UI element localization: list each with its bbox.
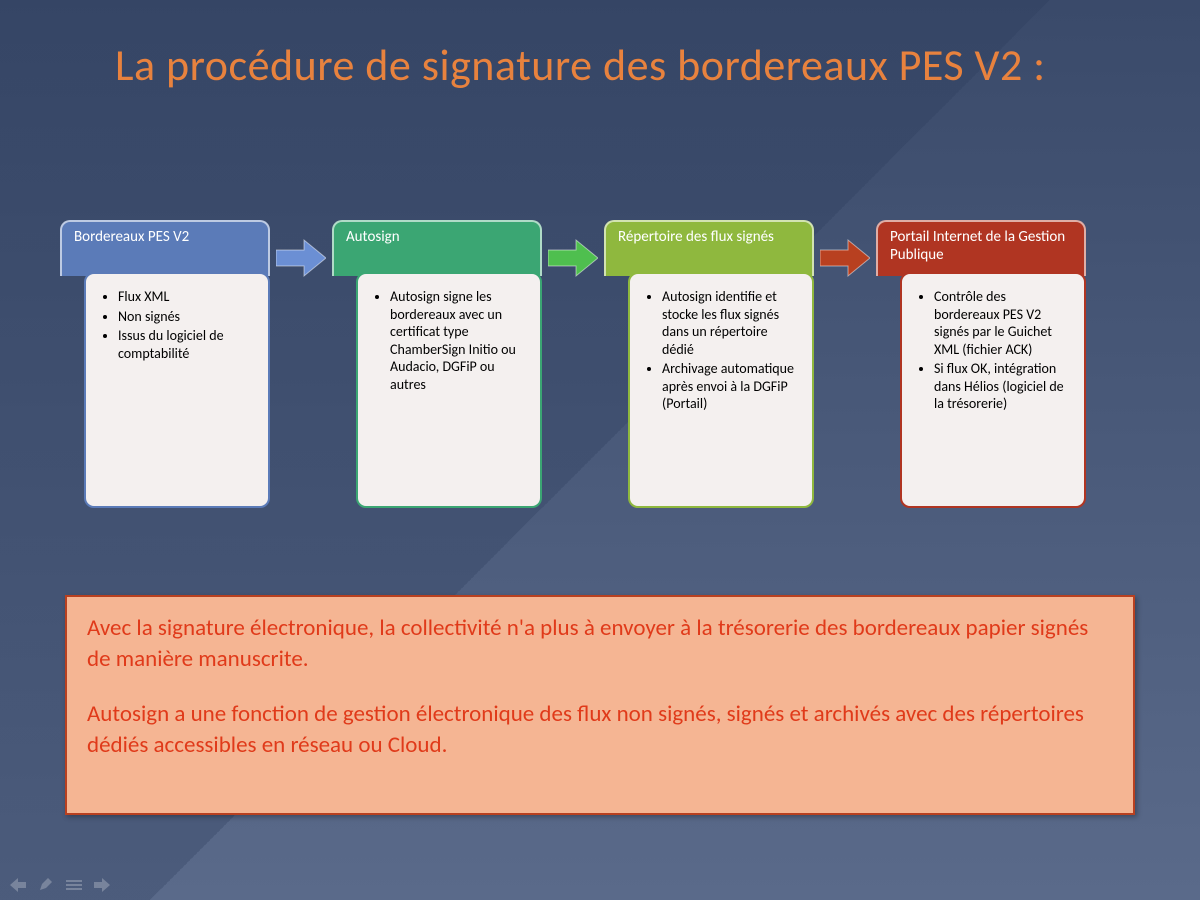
slide-nav-controls xyxy=(10,878,110,892)
flow-arrow-3 xyxy=(814,220,876,278)
flow-step-2-bullet: Autosign signe les bordereaux avec un ce… xyxy=(390,288,528,393)
flow-step-1-body: Flux XML Non signés Issus du logiciel de… xyxy=(84,272,270,508)
prev-icon[interactable] xyxy=(10,878,26,892)
info-callout-box: Avec la signature électronique, la colle… xyxy=(65,595,1135,815)
flow-step-4-bullet: Si flux OK, intégration dans Hélios (log… xyxy=(934,360,1072,413)
process-flow: Bordereaux PES V2 Flux XML Non signés Is… xyxy=(60,220,1140,508)
flow-step-3-body: Autosign identifie et stocke les flux si… xyxy=(628,272,814,508)
flow-step-1-bullet: Flux XML xyxy=(118,288,256,306)
pen-icon[interactable] xyxy=(38,878,54,892)
flow-arrow-2 xyxy=(542,220,604,278)
flow-step-3-bullet: Autosign identifie et stocke les flux si… xyxy=(662,288,800,358)
flow-step-4-bullets: Contrôle des bordereaux PES V2 signés pa… xyxy=(918,288,1072,413)
slide-title: La procédure de signature des bordereaux… xyxy=(115,40,1046,91)
flow-step-2-bullets: Autosign signe les bordereaux avec un ce… xyxy=(374,288,528,393)
arrow-right-icon xyxy=(548,238,598,278)
info-paragraph-2: Autosign a une fonction de gestion élect… xyxy=(87,699,1113,761)
flow-step-1: Bordereaux PES V2 Flux XML Non signés Is… xyxy=(60,220,270,508)
flow-step-3-header: Répertoire des flux signés xyxy=(604,220,814,276)
flow-step-3: Répertoire des flux signés Autosign iden… xyxy=(604,220,814,508)
flow-arrow-1 xyxy=(270,220,332,278)
arrow-right-icon xyxy=(276,238,326,278)
flow-step-4-header: Portail Internet de la Gestion Publique xyxy=(876,220,1086,276)
flow-step-4: Portail Internet de la Gestion Publique … xyxy=(876,220,1086,508)
arrow-right-icon xyxy=(820,238,870,278)
flow-step-4-bullet: Contrôle des bordereaux PES V2 signés pa… xyxy=(934,288,1072,358)
flow-step-3-bullet: Archivage automatique après envoi à la D… xyxy=(662,360,800,413)
flow-step-1-bullet: Non signés xyxy=(118,308,256,326)
flow-step-1-bullet: Issus du logiciel de comptabilité xyxy=(118,327,256,362)
next-icon[interactable] xyxy=(94,878,110,892)
flow-step-1-header: Bordereaux PES V2 xyxy=(60,220,270,276)
flow-step-4-body: Contrôle des bordereaux PES V2 signés pa… xyxy=(900,272,1086,508)
flow-step-2-body: Autosign signe les bordereaux avec un ce… xyxy=(356,272,542,508)
menu-icon[interactable] xyxy=(66,878,82,892)
flow-step-2-header: Autosign xyxy=(332,220,542,276)
flow-step-2: Autosign Autosign signe les bordereaux a… xyxy=(332,220,542,508)
info-paragraph-1: Avec la signature électronique, la colle… xyxy=(87,613,1113,675)
flow-step-3-bullets: Autosign identifie et stocke les flux si… xyxy=(646,288,800,413)
flow-step-1-bullets: Flux XML Non signés Issus du logiciel de… xyxy=(102,288,256,362)
